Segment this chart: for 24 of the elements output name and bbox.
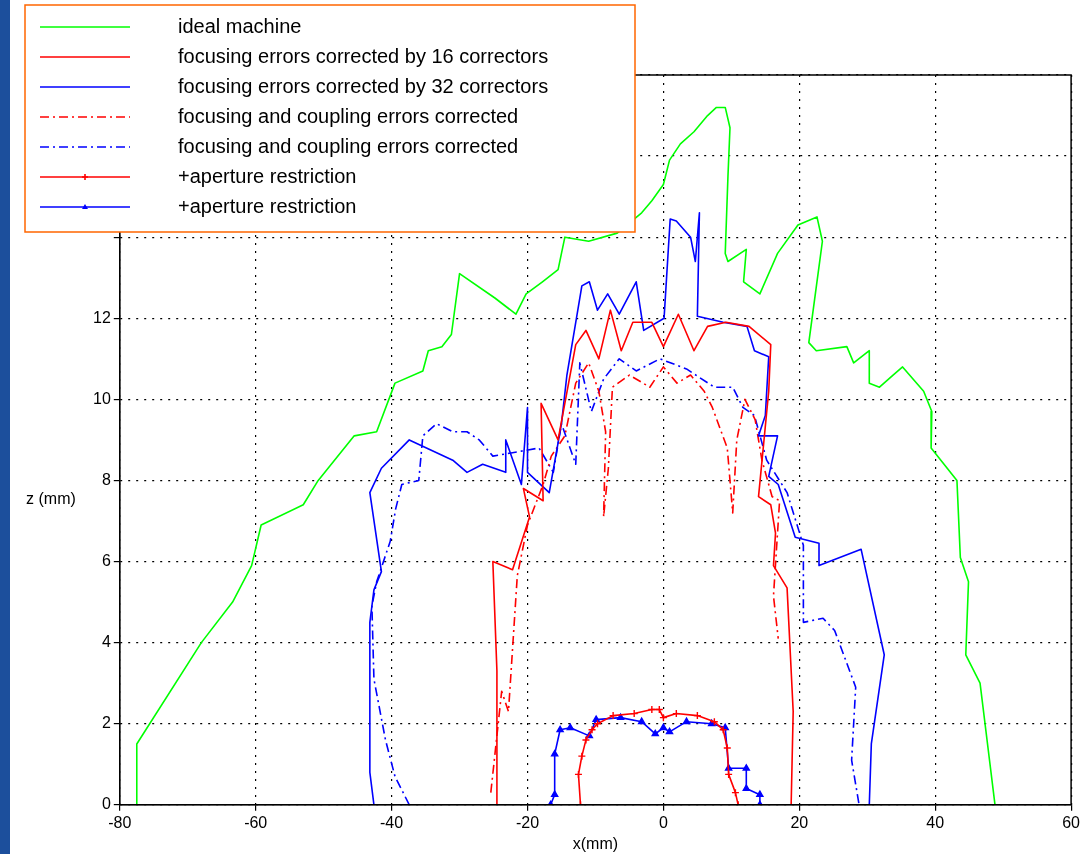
- x-tick-label: -80: [108, 813, 132, 831]
- y-tick-label: 10: [93, 389, 111, 407]
- legend-label: +aperture restriction: [178, 164, 357, 187]
- x-tick-label: 0: [658, 813, 668, 831]
- x-tick-label: 20: [790, 813, 809, 831]
- x-axis-title: x(mm): [572, 835, 619, 853]
- x-tick-label: 60: [1062, 813, 1081, 831]
- legend-label: +aperture restriction: [178, 194, 357, 217]
- y-tick-label: 2: [101, 714, 111, 732]
- x-tick-label: -60: [244, 813, 268, 831]
- y-tick-label: 4: [101, 633, 111, 651]
- legend-label: focusing errors corrected by 32 correctors: [178, 74, 549, 97]
- x-tick-label: 40: [926, 813, 945, 831]
- legend-label: focusing errors corrected by 16 correctors: [178, 44, 549, 67]
- legend-label: ideal machine: [178, 14, 302, 37]
- y-tick-label: 12: [93, 308, 111, 326]
- x-tick-label: -40: [380, 813, 404, 831]
- x-tick-label: -20: [515, 813, 540, 831]
- legend-label: focusing and coupling errors corrected: [178, 134, 519, 157]
- y-tick-label: 0: [101, 795, 111, 813]
- legend-label: focusing and coupling errors corrected: [178, 104, 519, 127]
- y-tick-label: 6: [101, 551, 111, 569]
- y-tick-label: 8: [101, 470, 111, 488]
- y-axis-title: z (mm): [26, 490, 76, 508]
